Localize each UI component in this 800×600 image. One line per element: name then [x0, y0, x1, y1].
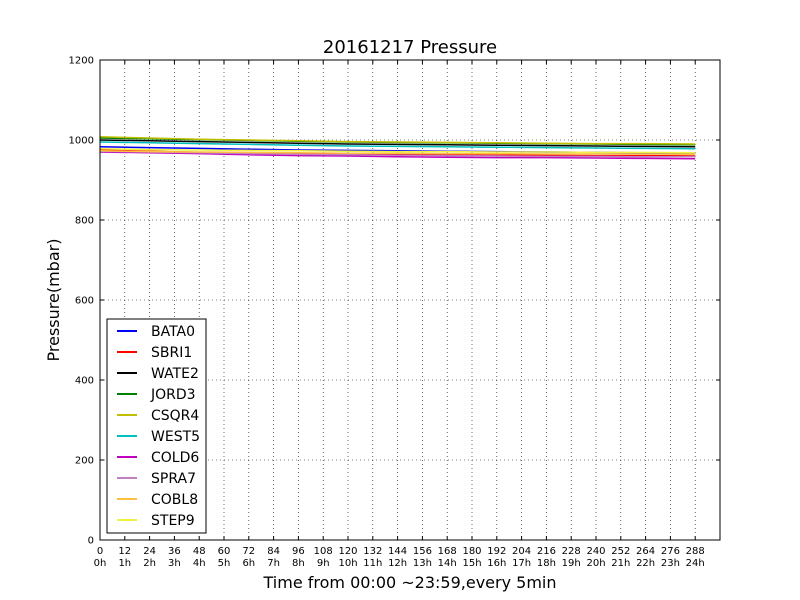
y-tick-label: 1000 — [69, 136, 94, 147]
x-tick-sublabel: 2h — [143, 558, 156, 569]
x-tick-label: 60 — [218, 546, 231, 557]
x-tick-sublabel: 4h — [193, 558, 206, 569]
x-tick-label: 48 — [193, 546, 206, 557]
y-tick-label: 600 — [75, 296, 94, 307]
x-tick-sublabel: 20h — [586, 558, 605, 569]
grid — [100, 60, 720, 540]
x-tick-label: 24 — [143, 546, 156, 557]
series-lines — [99, 136, 696, 160]
legend-label: COBL8 — [151, 492, 198, 508]
x-tick-label: 264 — [636, 546, 655, 557]
legend-label: STEP9 — [151, 513, 195, 529]
legend-label: BATA0 — [151, 324, 195, 340]
x-tick-sublabel: 14h — [438, 558, 457, 569]
x-tick-label: 84 — [267, 546, 280, 557]
x-tick-sublabel: 23h — [661, 558, 680, 569]
x-tick-sublabel: 16h — [487, 558, 506, 569]
x-tick-sublabel: 7h — [267, 558, 280, 569]
x-axis-label: Time from 00:00 ~23:59,every 5min — [263, 573, 557, 592]
legend: BATA0 SBRI1 WATE2 JORD3 CSQR4 WEST5 COLD6 SPRA7… — [106, 318, 207, 534]
x-tick-sublabel: 5h — [218, 558, 231, 569]
series-line-step9 — [99, 148, 696, 154]
x-tick-sublabel: 6h — [242, 558, 255, 569]
x-tick-label: 252 — [611, 546, 630, 557]
legend-label: COLD6 — [151, 450, 199, 466]
x-tick-sublabel: 18h — [537, 558, 556, 569]
x-tick-label: 228 — [562, 546, 581, 557]
legend-label: WEST5 — [151, 429, 200, 445]
x-tick-sublabel: 10h — [338, 558, 357, 569]
series-line-spra7 — [99, 150, 696, 158]
x-tick-sublabel: 9h — [317, 558, 330, 569]
legend-frame — [106, 318, 207, 534]
legend-label: WATE2 — [151, 366, 199, 382]
series-line-west5 — [99, 141, 696, 150]
x-tick-label: 168 — [438, 546, 457, 557]
x-tick-sublabel: 21h — [611, 558, 630, 569]
x-tick-label: 180 — [462, 546, 481, 557]
series-line-cold6 — [99, 151, 696, 160]
x-tick-sublabel: 13h — [413, 558, 432, 569]
x-tick-sublabel: 8h — [292, 558, 305, 569]
x-tick-label: 108 — [314, 546, 333, 557]
y-tick-label: 0 — [88, 536, 94, 547]
series-line-cobl8 — [99, 150, 696, 156]
x-tick-label: 120 — [338, 546, 357, 557]
x-tick-sublabel: 0h — [94, 558, 107, 569]
x-tick-sublabel: 22h — [636, 558, 655, 569]
x-tick-label: 216 — [537, 546, 556, 557]
series-line-csqr4 — [99, 136, 696, 145]
x-tick-label: 156 — [413, 546, 432, 557]
x-tick-label: 192 — [487, 546, 506, 557]
x-tick-sublabel: 15h — [462, 558, 481, 569]
chart-title: 20161217 Pressure — [323, 37, 497, 58]
x-tick-sublabel: 12h — [388, 558, 407, 569]
legend-label: CSQR4 — [151, 408, 199, 424]
y-tick-label: 400 — [75, 376, 94, 387]
legend-label: JORD3 — [150, 387, 196, 403]
x-tick-sublabel: 1h — [118, 558, 131, 569]
legend-label: SPRA7 — [151, 471, 196, 487]
legend-label: SBRI1 — [151, 345, 192, 361]
y-tick-label: 1200 — [69, 56, 94, 67]
x-tick-label: 204 — [512, 546, 531, 557]
y-tick-label: 800 — [75, 216, 94, 227]
x-tick-sublabel: 3h — [168, 558, 181, 569]
y-tick-label: 200 — [75, 456, 94, 467]
x-tick-sublabel: 17h — [512, 558, 531, 569]
y-axis-label: Pressure(mbar) — [44, 239, 63, 362]
y-axis-ticks: 0 200 400 600 800 1000 1200 — [69, 56, 720, 547]
x-tick-label: 72 — [242, 546, 255, 557]
series-line-wate2 — [99, 139, 696, 148]
x-tick-label: 276 — [661, 546, 680, 557]
x-tick-sublabel: 19h — [562, 558, 581, 569]
x-tick-sublabel: 11h — [363, 558, 382, 569]
x-tick-label: 240 — [586, 546, 605, 557]
x-tick-label: 12 — [118, 546, 131, 557]
x-tick-sublabel: 24h — [686, 558, 705, 569]
x-tick-label: 144 — [388, 546, 407, 557]
x-tick-label: 36 — [168, 546, 181, 557]
x-tick-label: 132 — [363, 546, 382, 557]
x-tick-label: 0 — [97, 546, 103, 557]
x-tick-label: 96 — [292, 546, 305, 557]
x-tick-label: 288 — [686, 546, 705, 557]
